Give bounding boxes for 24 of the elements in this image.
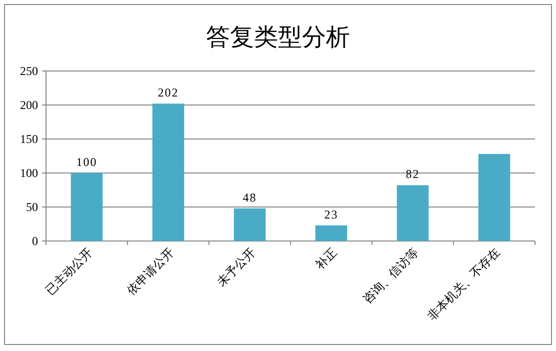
x-tick-label: 未予公开	[214, 245, 258, 290]
bar	[478, 154, 510, 241]
data-label: 23	[324, 207, 338, 222]
x-tick-label: 非本机关、不存在	[424, 245, 502, 324]
bar	[315, 225, 348, 241]
y-tick-label: 150	[20, 132, 38, 146]
x-tick-label: 已主动公开	[42, 245, 95, 298]
y-tick-label: 0	[32, 234, 38, 248]
y-tick-label: 200	[20, 98, 38, 112]
data-label: 100	[76, 155, 98, 169]
bar	[152, 104, 184, 241]
data-label: 48	[242, 190, 257, 204]
data-label: 82	[406, 167, 420, 182]
x-tick-label: 咨询、信访等	[360, 245, 421, 306]
bar	[70, 173, 103, 241]
y-tick-label: 250	[20, 64, 38, 78]
bar	[396, 185, 429, 241]
x-tick-label: 依申请公开	[124, 245, 176, 298]
y-tick-label: 50	[26, 200, 38, 214]
x-tick-label: 补正	[312, 245, 340, 272]
y-tick-label: 100	[20, 166, 38, 180]
bar	[234, 208, 266, 241]
data-label: 202	[158, 86, 179, 100]
chart-title: 答复类型分析	[206, 25, 350, 51]
